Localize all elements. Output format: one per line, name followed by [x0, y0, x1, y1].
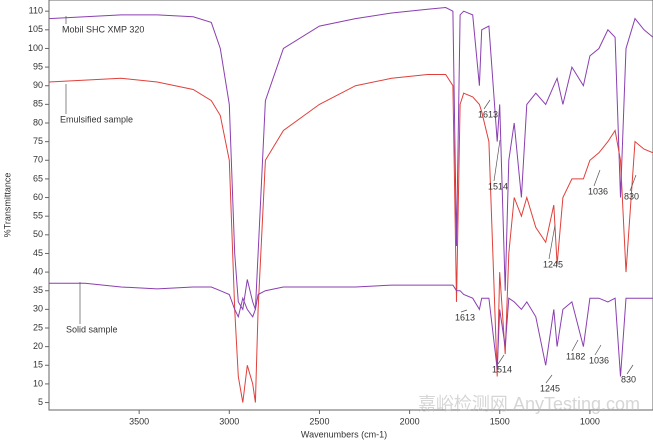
y-tick-label: 45	[33, 248, 43, 258]
x-tick-label: 2500	[309, 416, 329, 426]
y-tick-label: 110	[29, 6, 43, 16]
spectrum-line	[48, 74, 653, 403]
annotation-leader	[493, 139, 501, 182]
y-tick-label: 80	[33, 117, 43, 127]
x-tick-label: 1500	[490, 416, 510, 426]
peak-annotation: 1613	[478, 109, 498, 119]
x-axis-label: Wavenumbers (cm-1)	[301, 429, 387, 439]
y-tick-label: 100	[28, 43, 43, 53]
y-tick-label: 105	[28, 24, 43, 34]
peak-annotation: 1036	[588, 186, 608, 196]
y-tick-label: 10	[33, 378, 43, 388]
y-tick-label: 85	[33, 99, 43, 109]
series-label: Solid sample	[66, 324, 118, 334]
annotation-leader	[460, 309, 468, 313]
x-tick-label: 2000	[400, 416, 420, 426]
x-tick-label: 3000	[219, 416, 239, 426]
annotation-leader	[571, 339, 579, 352]
y-tick-label: 90	[33, 80, 43, 90]
y-tick-label: 50	[33, 229, 43, 239]
annotation-leader	[545, 374, 553, 384]
annotation-leader	[497, 354, 505, 365]
x-tick-label: 1000	[580, 416, 600, 426]
peak-annotation: 1514	[492, 364, 512, 374]
y-tick-label: 65	[33, 173, 43, 183]
y-tick-label: 70	[33, 155, 43, 165]
peak-annotation: 830	[624, 191, 639, 201]
y-tick-label: 55	[33, 211, 43, 221]
y-tick-label: 20	[33, 341, 43, 351]
y-tick-label: 25	[33, 322, 43, 332]
peak-annotation: 1182	[566, 351, 585, 361]
y-axis-label: %Transmittance	[2, 173, 12, 238]
spectrum-line	[48, 6, 653, 311]
peak-annotation: 1514	[488, 181, 508, 191]
peak-annotation: 1245	[540, 383, 560, 393]
annotation-leader	[626, 364, 634, 375]
plot-frame	[48, 0, 653, 411]
y-tick-label: 95	[33, 61, 43, 71]
y-tick-label: 75	[33, 136, 43, 146]
series-label: Mobil SHC XMP 320	[62, 24, 144, 34]
series-label: Emulsified sample	[60, 114, 133, 124]
y-tick-label: 35	[33, 285, 43, 295]
y-tick-label: 40	[33, 266, 43, 276]
peak-annotation: 1036	[589, 355, 609, 365]
annotation-leader	[593, 169, 601, 187]
x-tick-label: 3500	[129, 416, 149, 426]
y-tick-label: 15	[33, 360, 43, 370]
peak-annotation: 830	[621, 374, 636, 384]
y-tick-label: 30	[33, 304, 43, 314]
spectrum-line	[49, 282, 653, 377]
y-tick-label: 60	[33, 192, 43, 202]
annotation-leader	[483, 99, 491, 110]
peak-annotation: 1613	[455, 312, 475, 322]
annotation-leader	[548, 224, 556, 260]
annotation-leader	[594, 344, 602, 356]
annotation-leader	[629, 174, 637, 192]
watermark: 嘉峪检测网 AnyTesting.com	[418, 394, 640, 414]
y-tick-label: 5	[38, 397, 43, 407]
peak-annotation: 1245	[543, 259, 563, 269]
